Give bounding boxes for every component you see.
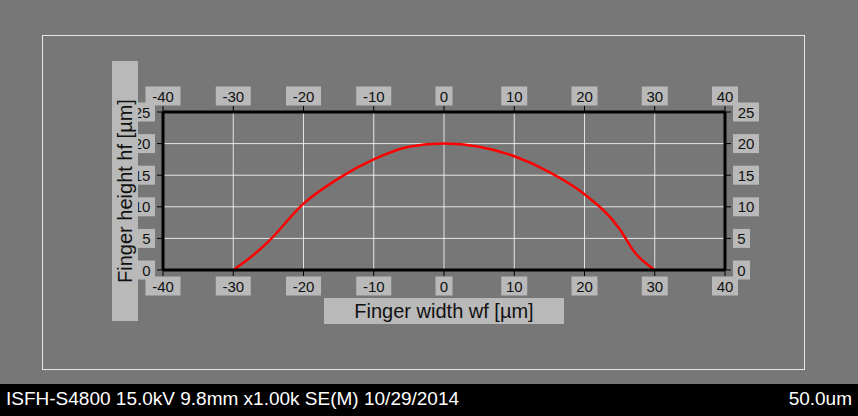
svg-text:5: 5 xyxy=(737,230,745,247)
svg-text:10: 10 xyxy=(506,278,523,295)
svg-text:20: 20 xyxy=(576,278,593,295)
svg-text:-10: -10 xyxy=(363,88,385,105)
svg-text:40: 40 xyxy=(717,88,734,105)
html-text:Finger height hf [µm]: Finger height hf [µm] xyxy=(114,99,136,283)
svg-text:20: 20 xyxy=(576,88,593,105)
svg-text:25: 25 xyxy=(133,103,151,121)
svg-text:10: 10 xyxy=(133,198,151,216)
svg-text:-40: -40 xyxy=(152,278,174,295)
svg-text:0: 0 xyxy=(737,262,745,279)
svg-text:30: 30 xyxy=(646,88,663,105)
svg-text:20: 20 xyxy=(738,135,755,152)
svg-text:-20: -20 xyxy=(293,278,315,295)
svg-text:0: 0 xyxy=(440,88,448,105)
svg-text:30: 30 xyxy=(646,278,663,295)
svg-text:10: 10 xyxy=(506,88,523,105)
html-text:50.0um: 50.0um xyxy=(788,388,852,409)
svg-text:40: 40 xyxy=(717,278,734,295)
svg-text:10: 10 xyxy=(738,198,755,215)
html-text:Finger width wf [µm]: Finger width wf [µm] xyxy=(354,300,534,322)
svg-text:-10: -10 xyxy=(363,278,385,295)
svg-text:0: 0 xyxy=(440,278,448,295)
svg-text:15: 15 xyxy=(133,166,151,184)
svg-text:0: 0 xyxy=(142,262,150,279)
svg-text:5: 5 xyxy=(142,230,150,247)
svg-text:-30: -30 xyxy=(222,88,244,105)
html-text:ISFH-S4800 15.0kV 9.8mm x1.00k: ISFH-S4800 15.0kV 9.8mm x1.00k SE(M) 10/… xyxy=(6,388,460,409)
svg-text:-40: -40 xyxy=(152,88,174,105)
svg-text:15: 15 xyxy=(738,167,755,184)
svg-text:-20: -20 xyxy=(293,88,315,105)
svg-text:25: 25 xyxy=(738,104,755,121)
svg-text:-30: -30 xyxy=(222,278,244,295)
svg-text:20: 20 xyxy=(133,135,151,153)
